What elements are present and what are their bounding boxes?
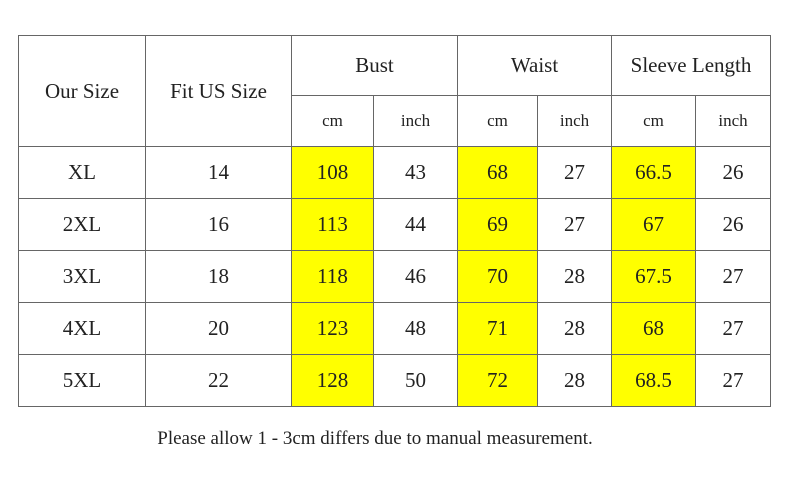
- cell: 67: [611, 198, 697, 251]
- header-cell: Fit US Size: [145, 35, 292, 147]
- unit-cell: cm: [457, 95, 539, 147]
- cell: 128: [291, 354, 374, 407]
- header-group: Bust: [290, 35, 459, 96]
- table-body: XL 14 108 43 68 27 66.5 26 2XL 16 113 44 69 27 67 26 3XL…: [18, 146, 772, 407]
- cell: 118: [291, 250, 374, 303]
- cell: 27: [695, 354, 772, 407]
- cell: 27: [537, 198, 613, 251]
- unit-cell: inch: [537, 95, 613, 147]
- cell: 18: [145, 250, 292, 303]
- cell: 72: [457, 354, 539, 407]
- unit-cell: cm: [291, 95, 374, 147]
- data-row: 4XL 20 123 48 71 28 68 27: [18, 302, 772, 355]
- cell: 2XL: [18, 198, 146, 251]
- data-row: 5XL 22 128 50 72 28 68.5 27: [18, 354, 772, 407]
- cell: 27: [537, 146, 613, 199]
- cell: 22: [145, 354, 292, 407]
- cell: 3XL: [18, 250, 146, 303]
- cell: 69: [457, 198, 539, 251]
- cell: 67.5: [611, 250, 697, 303]
- cell: 66.5: [611, 146, 697, 199]
- size-table: Our Size Fit US Size Bust Waist Sleeve Lengt…: [18, 35, 772, 407]
- unit-cell: inch: [695, 95, 772, 147]
- cell: 48: [372, 302, 459, 355]
- cell: 20: [145, 302, 292, 355]
- cell: 14: [145, 146, 292, 199]
- header-group: Sleeve Length: [611, 35, 772, 96]
- cell: 46: [372, 250, 459, 303]
- data-row: 2XL 16 113 44 69 27 67 26: [18, 198, 772, 251]
- header-cell: Our Size: [18, 35, 146, 147]
- cell: 27: [695, 250, 772, 303]
- cell: 108: [291, 146, 374, 199]
- unit-cell: cm: [611, 95, 697, 147]
- cell: XL: [18, 146, 146, 199]
- table-head: Our Size Fit US Size Bust Waist Sleeve Lengt…: [18, 35, 772, 147]
- cell: 44: [372, 198, 459, 251]
- header-row: Our Size Fit US Size Bust Waist Sleeve Lengt…: [18, 35, 772, 147]
- cell: 68: [611, 302, 697, 355]
- cell: 68: [457, 146, 539, 199]
- cell: 71: [457, 302, 539, 355]
- cell: 50: [372, 354, 459, 407]
- data-row: XL 14 108 43 68 27 66.5 26: [18, 146, 772, 199]
- cell: 28: [537, 302, 613, 355]
- cell: 5XL: [18, 354, 146, 407]
- cell: 26: [695, 146, 772, 199]
- cell: 43: [372, 146, 459, 199]
- data-row: 3XL 18 118 46 70 28 67.5 27: [18, 250, 772, 303]
- cell: 123: [291, 302, 374, 355]
- note: Please allow 1 - 3cm differs due to manu…: [157, 428, 593, 449]
- header-group: Waist: [457, 35, 613, 96]
- unit-cell: inch: [372, 95, 459, 147]
- cell: 28: [537, 354, 613, 407]
- unit-row: cm inch cm inch cm inch: [19, 95, 772, 147]
- cell: 26: [695, 198, 772, 251]
- cell: 113: [291, 198, 374, 251]
- cell: 68.5: [611, 354, 697, 407]
- cell: 28: [537, 250, 613, 303]
- cell: 16: [145, 198, 292, 251]
- cell: 27: [695, 302, 772, 355]
- cell: 4XL: [18, 302, 146, 355]
- cell: 70: [457, 250, 539, 303]
